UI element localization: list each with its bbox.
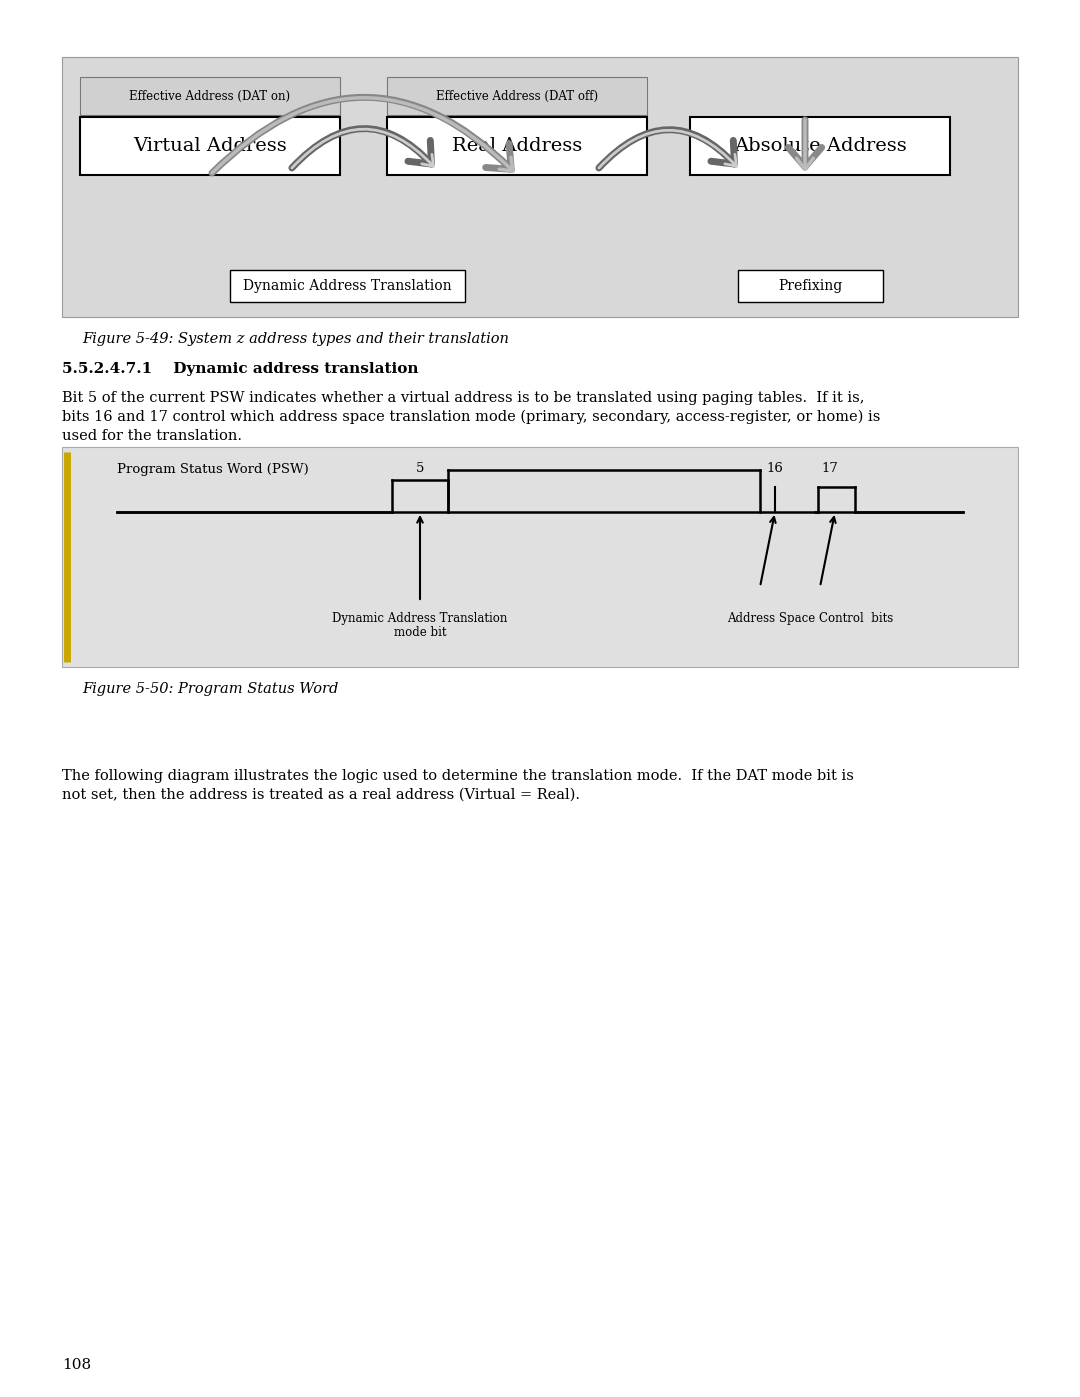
Text: Figure 5-49: System z address types and their translation: Figure 5-49: System z address types and …: [82, 332, 509, 346]
Text: Figure 5-50: Program Status Word: Figure 5-50: Program Status Word: [82, 682, 338, 696]
Text: Dynamic Address Translation: Dynamic Address Translation: [333, 612, 508, 624]
Text: mode bit: mode bit: [394, 626, 446, 638]
FancyArrowPatch shape: [599, 130, 737, 168]
Text: Virtual Address: Virtual Address: [133, 137, 287, 155]
Bar: [62, 57, 1018, 317]
Bar: [80, 117, 340, 175]
Bar: [80, 77, 340, 115]
Bar: [690, 117, 950, 175]
Text: used for the translation.: used for the translation.: [62, 429, 242, 443]
Bar: [387, 117, 647, 175]
FancyArrowPatch shape: [797, 120, 813, 169]
Text: Bit 5 of the current PSW indicates whether a virtual address is to be translated: Bit 5 of the current PSW indicates wheth…: [62, 391, 864, 405]
Bar: [62, 447, 1018, 666]
FancyArrowPatch shape: [212, 98, 513, 173]
Bar: [230, 270, 465, 302]
Text: 16: 16: [767, 462, 783, 475]
Text: 5: 5: [416, 462, 424, 475]
Text: Absolute Address: Absolute Address: [733, 137, 906, 155]
Text: not set, then the address is treated as a real address (Virtual = Real).: not set, then the address is treated as …: [62, 788, 580, 802]
Text: Real Address: Real Address: [451, 137, 582, 155]
Text: Effective Address (DAT off): Effective Address (DAT off): [436, 89, 598, 102]
Text: Address Space Control  bits: Address Space Control bits: [727, 612, 893, 624]
Bar: [738, 270, 883, 302]
Bar: [387, 77, 647, 115]
FancyArrowPatch shape: [292, 129, 431, 168]
Text: 17: 17: [822, 462, 838, 475]
Text: Program Status Word (PSW): Program Status Word (PSW): [117, 462, 309, 475]
FancyArrowPatch shape: [292, 129, 433, 168]
Text: 108: 108: [62, 1358, 91, 1372]
Text: Effective Address (DAT on): Effective Address (DAT on): [130, 89, 291, 102]
Text: 5.5.2.4.7.1    Dynamic address translation: 5.5.2.4.7.1 Dynamic address translation: [62, 362, 419, 376]
Text: Dynamic Address Translation: Dynamic Address Translation: [243, 279, 451, 293]
Text: The following diagram illustrates the logic used to determine the translation mo: The following diagram illustrates the lo…: [62, 768, 854, 782]
FancyArrowPatch shape: [788, 120, 822, 166]
FancyArrowPatch shape: [212, 98, 511, 173]
Text: bits 16 and 17 control which address space translation mode (primary, secondary,: bits 16 and 17 control which address spa…: [62, 409, 880, 425]
Text: Prefixing: Prefixing: [779, 279, 842, 293]
FancyArrowPatch shape: [599, 130, 734, 168]
